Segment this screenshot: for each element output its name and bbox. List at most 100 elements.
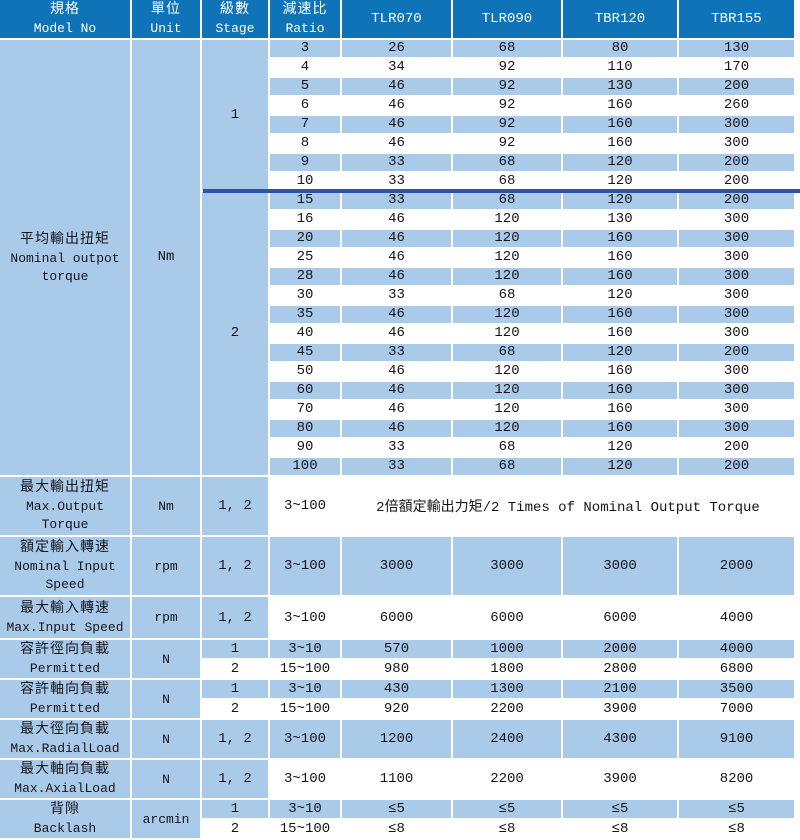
- value-cell: 120: [563, 173, 677, 190]
- value-cell: 300: [679, 325, 794, 342]
- table-row: 平均輸出扭矩 Nominal outpot torque Nm 1 3 26 6…: [0, 40, 794, 475]
- value-cell: 3900: [563, 760, 677, 798]
- value-cell: 2100: [563, 680, 677, 698]
- value-cell: 2000: [563, 640, 677, 658]
- value-cell: 46: [342, 97, 451, 114]
- value-cell: 300: [679, 135, 794, 152]
- value-cell: 9100: [679, 720, 794, 758]
- table-row: 45 33 68 120 200: [0, 344, 794, 361]
- ratio-cell: 100: [270, 458, 340, 475]
- table-row: 4 34 92 110 170: [0, 59, 794, 76]
- value-cell: 68: [453, 344, 561, 361]
- ratio-cell: 6: [270, 97, 340, 114]
- value-cell: 68: [453, 287, 561, 304]
- unit-cell: arcmin: [132, 800, 200, 838]
- value-cell: ≤8: [563, 820, 677, 838]
- value-cell: 300: [679, 401, 794, 418]
- value-cell: 46: [342, 249, 451, 266]
- table-row: 6 46 92 160 260: [0, 97, 794, 114]
- table-row: 5 46 92 130 200: [0, 78, 794, 95]
- value-cell: 1000: [453, 640, 561, 658]
- value-cell: 6000: [563, 597, 677, 638]
- value-cell: 300: [679, 230, 794, 247]
- header-ratio: 減速比 Ratio: [270, 0, 340, 38]
- value-cell: 160: [563, 420, 677, 437]
- value-cell: 3000: [342, 537, 451, 595]
- value-cell: 920: [342, 700, 451, 718]
- value-cell: ≤5: [679, 800, 794, 818]
- header-model-tbr120: TBR120: [563, 0, 677, 38]
- value-cell: ≤8: [453, 820, 561, 838]
- value-cell: 120: [453, 420, 561, 437]
- section-label-en: Torque: [41, 517, 89, 532]
- ratio-cell: 20: [270, 230, 340, 247]
- table-row: 容許軸向負載 Permitted N 1 3~10 430 1300 2100 …: [0, 680, 794, 718]
- ratio-cell: 3~100: [270, 760, 340, 798]
- header-stage: 級數 Stage: [202, 0, 268, 38]
- section-label-en: Max.AxialLoad: [14, 781, 116, 796]
- value-cell: 68: [453, 40, 561, 57]
- value-cell: 300: [679, 211, 794, 228]
- header-unit: 單位 Unit: [132, 0, 200, 38]
- value-cell: 170: [679, 59, 794, 76]
- table-row: 最大徑向負載 Max.RadialLoad N 1, 2 3~100 1200 …: [0, 720, 794, 758]
- table-row: 2 15~100 980 1800 2800 6800: [0, 660, 794, 678]
- ratio-cell: 15~100: [270, 700, 340, 718]
- table-row: 7 46 92 160 300: [0, 116, 794, 133]
- value-cell: 200: [679, 78, 794, 95]
- value-cell: 120: [453, 230, 561, 247]
- nominal-output-torque-label-en2: torque: [41, 268, 89, 284]
- section-label-en: Permitted: [29, 701, 101, 716]
- value-cell: ≤5: [563, 800, 677, 818]
- value-cell: 46: [342, 116, 451, 133]
- permitted-axial-load-label: 容許軸向負載 Permitted: [0, 680, 130, 718]
- ratio-cell: 7: [270, 116, 340, 133]
- value-cell: 46: [342, 401, 451, 418]
- section-label-zh: 最大輸入轉速: [20, 600, 110, 617]
- value-cell: 120: [453, 401, 561, 418]
- value-cell: 68: [453, 154, 561, 171]
- ratio-cell: 3~10: [270, 640, 340, 658]
- value-cell: 68: [453, 439, 561, 456]
- max-radial-load-label: 最大徑向負載 Max.RadialLoad: [0, 720, 130, 758]
- section-label-en: Nominal Input: [14, 559, 116, 574]
- value-cell: 300: [679, 306, 794, 323]
- max-output-torque-label: 最大輸出扭矩 Max.Output Torque: [0, 477, 130, 535]
- value-cell: 92: [453, 97, 561, 114]
- value-cell: 120: [453, 306, 561, 323]
- table-row: 30 33 68 120 300: [0, 287, 794, 304]
- header-model-tlr070: TLR070: [342, 0, 451, 38]
- value-cell: 300: [679, 268, 794, 285]
- value-cell: 160: [563, 116, 677, 133]
- table-row: 2 15 33 68 120 200: [0, 192, 794, 475]
- section-label-en: Max.Input Speed: [6, 619, 124, 635]
- ratio-cell: 45: [270, 344, 340, 361]
- value-cell: 3900: [563, 700, 677, 718]
- value-cell: 980: [342, 660, 451, 678]
- ratio-cell: 35: [270, 306, 340, 323]
- table-row: 8 46 92 160 300: [0, 135, 794, 152]
- section-label-en: Max.Output: [25, 499, 104, 514]
- value-cell: 26: [342, 40, 451, 57]
- ratio-cell: 40: [270, 325, 340, 342]
- value-cell: 2200: [453, 700, 561, 718]
- section-label-en: Speed: [45, 577, 85, 592]
- value-cell: 120: [563, 154, 677, 171]
- max-output-torque-note: 2倍額定輸出力矩/2 Times of Nominal Output Torqu…: [342, 477, 794, 535]
- value-cell: 46: [342, 78, 451, 95]
- value-cell: 120: [563, 439, 677, 456]
- table-row: 額定輸入轉速 Nominal Input Speed rpm 1, 2 3~10…: [0, 537, 794, 595]
- unit-cell: N: [132, 640, 200, 678]
- nominal-output-torque-label-zh: 平均輸出扭矩: [20, 231, 110, 248]
- value-cell: ≤8: [342, 820, 451, 838]
- ratio-cell: 60: [270, 382, 340, 399]
- header-model-tbr155: TBR155: [679, 0, 794, 38]
- value-cell: 110: [563, 59, 677, 76]
- value-cell: 68: [453, 173, 561, 190]
- value-cell: 120: [453, 382, 561, 399]
- value-cell: 1300: [453, 680, 561, 698]
- value-cell: 46: [342, 135, 451, 152]
- unit-cell: N: [132, 720, 200, 758]
- value-cell: 6800: [679, 660, 794, 678]
